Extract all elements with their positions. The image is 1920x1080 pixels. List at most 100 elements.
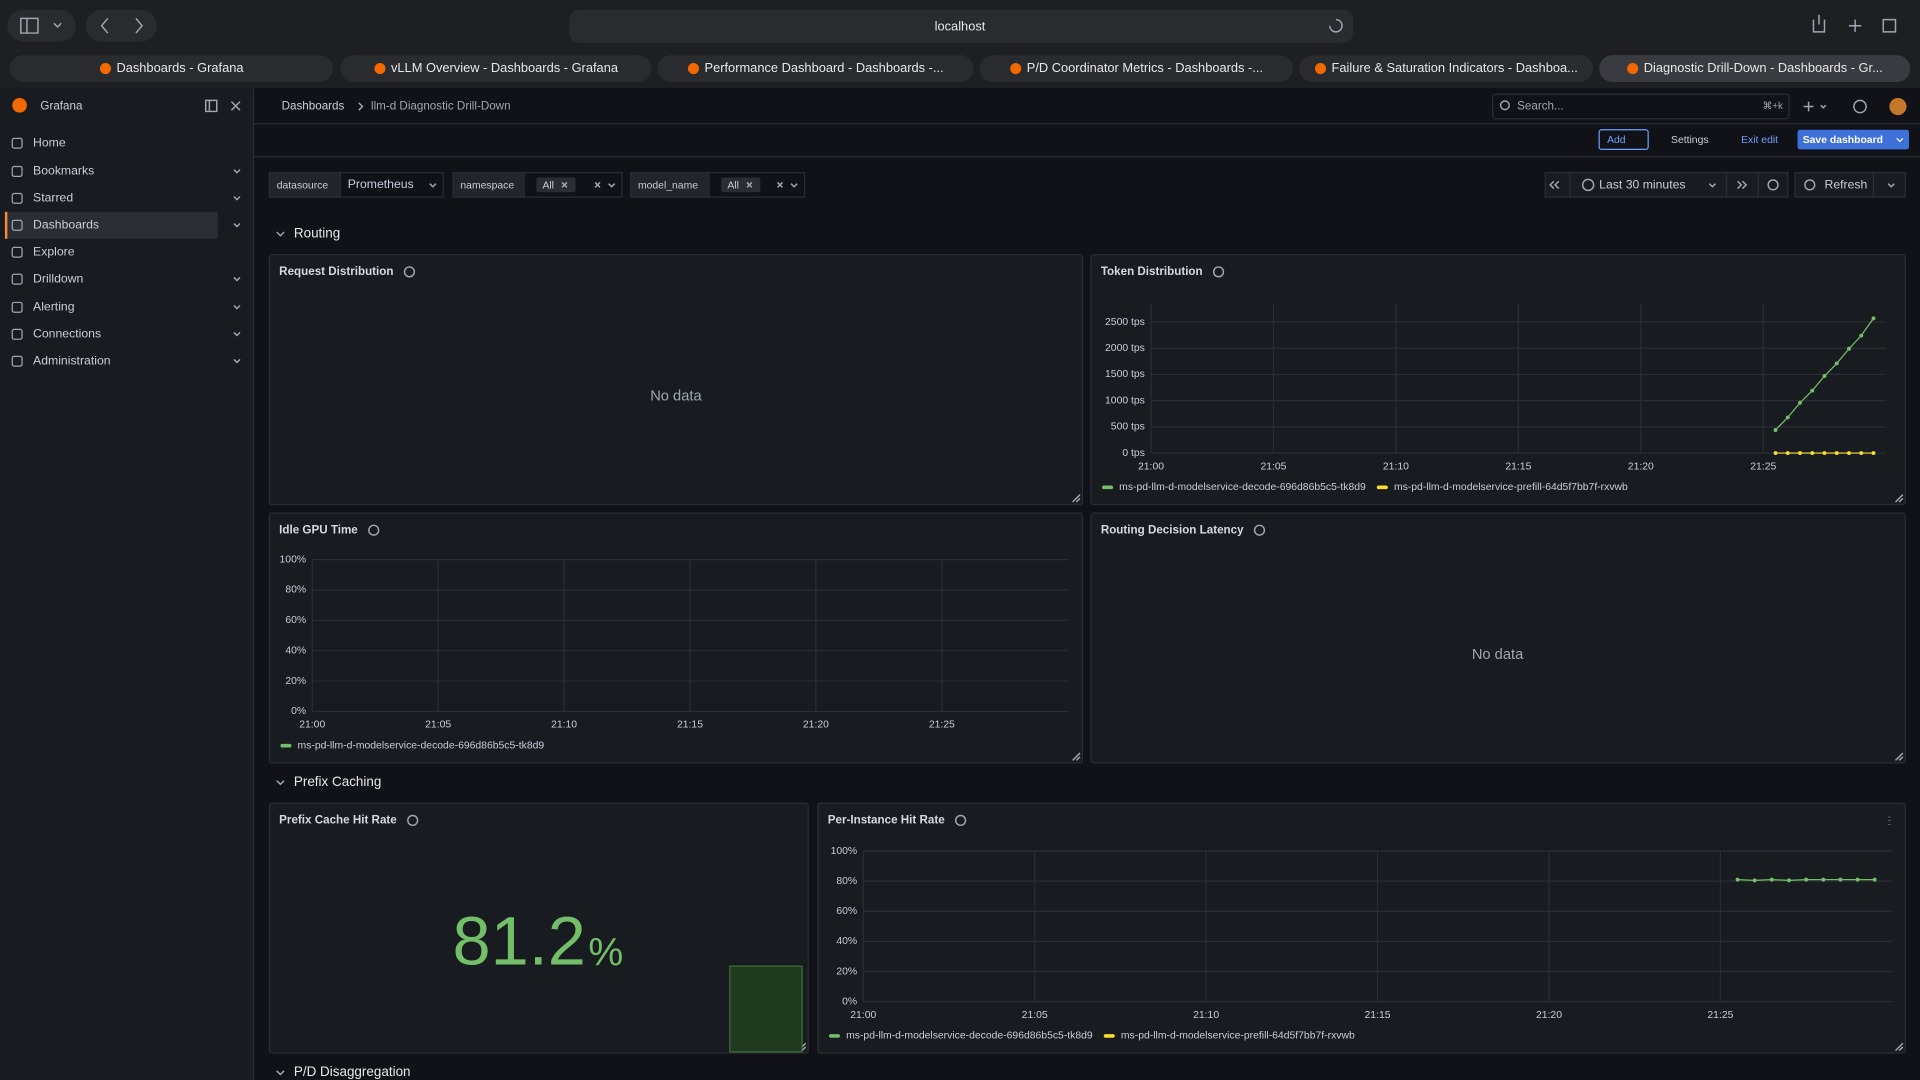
nav-item[interactable]: Connections (33, 327, 101, 341)
y-tick-label: 20% (836, 966, 857, 977)
legend-label[interactable]: ms-pd-llm-d-modelservice-decode-696d86b5… (1119, 482, 1366, 493)
clear-icon[interactable] (594, 181, 601, 188)
variable-label-box (452, 172, 525, 198)
value-chip (536, 177, 576, 193)
tab-favicon (1315, 63, 1327, 75)
browser-tab[interactable] (340, 55, 652, 83)
tab-favicon (687, 63, 699, 75)
add-button[interactable] (1598, 129, 1649, 150)
save-caret[interactable] (1896, 137, 1904, 143)
nav-chevron[interactable] (233, 304, 241, 310)
search-box[interactable] (1492, 93, 1790, 120)
breadcrumb[interactable]: Dashboards (282, 100, 345, 113)
nav-active-bar (4, 211, 8, 239)
clear-icon[interactable] (777, 181, 783, 188)
data-point (1822, 451, 1827, 456)
legend-label[interactable]: ms-pd-llm-d-modelservice-decode-696d86b5… (298, 740, 545, 751)
data-point (1855, 877, 1860, 882)
variable-label: datasource (277, 180, 329, 191)
data-point (1822, 374, 1827, 378)
x-tick-label: 21:15 (1365, 1010, 1391, 1021)
info-icon[interactable] (407, 814, 419, 827)
legend-label[interactable]: ms-pd-llm-d-modelservice-prefill-64d5f7b… (1121, 1031, 1355, 1042)
y-tick-label: 60% (285, 615, 306, 626)
row-title[interactable]: Routing (294, 225, 340, 240)
refresh-icon (1804, 179, 1816, 191)
resize-handle (1894, 1042, 1904, 1052)
legend-label[interactable]: ms-pd-llm-d-modelservice-decode-696d86b5… (846, 1031, 1093, 1042)
x-tick-label: 21:15 (1505, 461, 1531, 472)
legend-swatch (828, 1034, 840, 1038)
variable-value[interactable]: Prometheus (348, 177, 414, 191)
time-control[interactable] (1757, 172, 1789, 198)
nav-icon (11, 273, 23, 285)
data-point (1838, 877, 1843, 882)
variable-value[interactable]: All (727, 180, 739, 191)
time-range[interactable]: Last 30 minutes (1599, 178, 1685, 192)
browser-tab[interactable] (1599, 55, 1911, 83)
info-icon[interactable] (1212, 266, 1225, 278)
nav-item[interactable]: Dashboards (33, 218, 99, 232)
nav-item[interactable]: Drilldown (33, 271, 84, 285)
nav-icon (11, 328, 23, 340)
value-chip (721, 177, 761, 193)
row-chevron[interactable] (276, 231, 285, 237)
add-label[interactable]: Add (1607, 135, 1626, 146)
sidebar-controls[interactable] (204, 99, 241, 113)
info-icon[interactable] (368, 524, 380, 536)
no-data: No data (1472, 647, 1524, 663)
info-icon[interactable] (1253, 524, 1266, 536)
nav-chevron[interactable] (233, 196, 241, 201)
panel-title: Per-Instance Hit Rate (828, 813, 945, 826)
nav-icon (11, 301, 23, 313)
refresh-button[interactable]: Refresh (1824, 178, 1867, 192)
nav-chevron[interactable] (233, 169, 241, 174)
row-chevron[interactable] (276, 1070, 285, 1076)
search-placeholder: Search... (1517, 100, 1564, 113)
save-button[interactable] (1797, 129, 1909, 150)
settings-button[interactable]: Settings (1671, 135, 1709, 146)
row-chevron[interactable] (276, 780, 285, 786)
save-label[interactable]: Save dashboard (1803, 135, 1883, 146)
chip-remove[interactable] (746, 181, 753, 188)
help-icon[interactable] (1853, 99, 1867, 114)
y-tick-label: 80% (836, 876, 857, 887)
nav-item[interactable]: Administration (33, 353, 111, 367)
exit-edit-button[interactable]: Exit edit (1741, 135, 1778, 146)
browser-tab[interactable] (657, 55, 974, 83)
panel-title: Prefix Cache Hit Rate (279, 813, 397, 826)
nav-item[interactable]: Home (33, 135, 66, 149)
row-title[interactable]: P/D Disaggregation (294, 1064, 411, 1079)
new-menu[interactable] (1803, 101, 1827, 112)
time-control[interactable] (1569, 172, 1728, 198)
info-icon[interactable] (954, 814, 967, 827)
data-point (1787, 878, 1791, 883)
nav-chevron[interactable] (233, 331, 241, 337)
browser-tab[interactable] (1299, 55, 1594, 83)
nav-chevron[interactable] (233, 222, 241, 228)
nav-item[interactable]: Alerting (33, 300, 75, 314)
avatar[interactable] (1889, 97, 1907, 116)
time-control[interactable] (1794, 172, 1875, 198)
row-title[interactable]: Prefix Caching (294, 774, 382, 789)
address-bar[interactable] (569, 9, 1354, 43)
variable-value-box[interactable] (339, 172, 444, 198)
panel (268, 254, 1084, 506)
nav-item[interactable]: Starred (33, 191, 73, 205)
time-control[interactable] (1725, 172, 1759, 198)
legend-label[interactable]: ms-pd-llm-d-modelservice-prefill-64d5f7b… (1394, 482, 1628, 493)
legend-swatch (1103, 1034, 1115, 1038)
nav-chevron[interactable] (233, 276, 241, 282)
nav-item[interactable]: Bookmarks (33, 164, 94, 178)
time-control[interactable] (1544, 172, 1571, 198)
nav-item[interactable]: Explore (33, 244, 75, 258)
nav-buttons[interactable] (85, 9, 157, 42)
browser-tab[interactable] (9, 55, 334, 83)
info-icon[interactable] (403, 266, 416, 278)
variable-value[interactable]: All (542, 180, 554, 191)
chip-remove[interactable] (561, 181, 568, 188)
browser-tab[interactable] (979, 55, 1294, 83)
nav-chevron[interactable] (233, 358, 241, 364)
sidebar-toggle[interactable] (7, 9, 76, 42)
zoom-icon (1767, 179, 1779, 191)
